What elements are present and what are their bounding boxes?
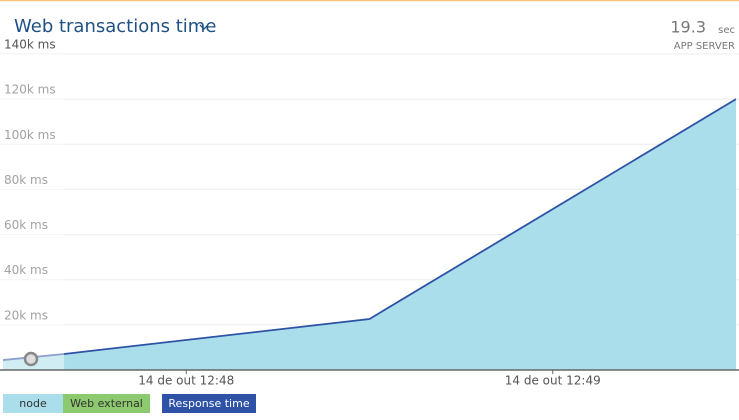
y-tick-label: 140k ms: [4, 38, 56, 52]
y-tick-label: 60k ms: [4, 218, 48, 232]
y-tick-label: 20k ms: [4, 308, 48, 322]
legend-item[interactable]: Response time: [162, 394, 256, 413]
legend-item[interactable]: node: [3, 394, 63, 413]
summary-unit: sec: [718, 25, 735, 36]
y-tick-label: 80k ms: [4, 173, 48, 187]
brush-overlay: [0, 54, 65, 370]
chart-title[interactable]: Web transactions time: [14, 16, 216, 37]
area: [3, 99, 736, 371]
summary-label: APP SERVER: [674, 41, 735, 52]
y-tick-label: 120k ms: [4, 83, 56, 97]
x-tick-label: 14 de out 12:48: [138, 374, 234, 388]
y-tick-label: 100k ms: [4, 128, 56, 142]
title-chevron[interactable]: [199, 24, 209, 30]
x-tick-label: 14 de out 12:49: [505, 374, 601, 388]
legend-item[interactable]: Web external: [63, 394, 150, 413]
y-tick-label: 40k ms: [4, 263, 48, 277]
summary-value: 19.3: [670, 18, 706, 37]
brush-handle: [23, 351, 39, 367]
